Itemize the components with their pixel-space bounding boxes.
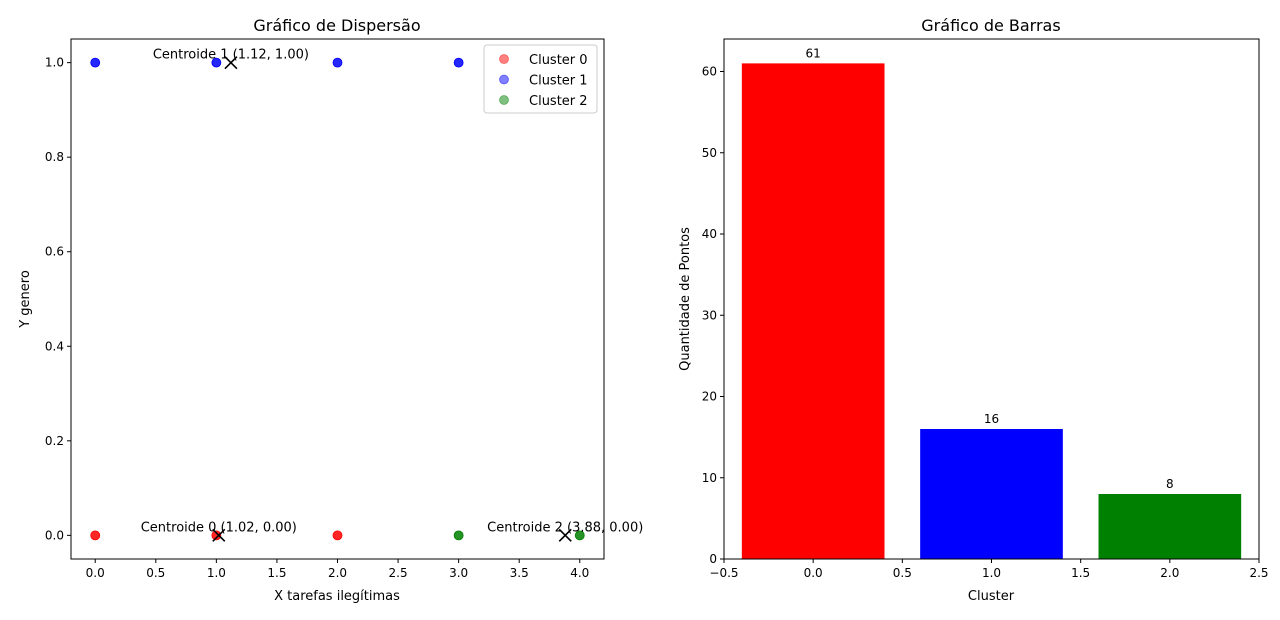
bar-x-tick-label: 0.5 (893, 566, 912, 580)
scatter-plot-frame (70, 38, 605, 560)
scatter-x-tick-label: 0.0 (86, 566, 105, 580)
scatter-x-tick-label: 3.0 (449, 566, 468, 580)
bar-y-label: Quantidade de Pontos (678, 227, 693, 371)
scatter-centroids: Centroide 0 (1.02, 0.00) Centroide 1 (1.1… (141, 48, 643, 542)
centroid-label: Centroide 1 (1.12, 1.00) (153, 48, 309, 63)
legend-marker (499, 74, 509, 85)
bar-x-label: Cluster (968, 589, 1015, 604)
scatter-y-tick-label: 0.6 (45, 245, 64, 259)
legend-label: Cluster 2 (529, 94, 588, 109)
scatter-y-tick-label: 1.0 (45, 56, 64, 70)
scatter-point (90, 57, 101, 68)
legend-frame (483, 44, 598, 114)
centroid-label: Centroide 2 (3.88, 0.00) (487, 520, 643, 535)
scatter-x-tick-label: 2.0 (328, 566, 347, 580)
bar-y-tick-label: 30 (702, 308, 717, 322)
scatter-point (574, 530, 585, 541)
bar-x-tick-label: 1.0 (982, 566, 1001, 580)
scatter-x-tick-label: 1.5 (267, 566, 286, 580)
scatter-y-ticks: 0.0 0.2 0.4 0.6 0.8 1.0 (45, 56, 71, 542)
bar-x-tick-label: −0.5 (709, 566, 738, 580)
bar-x-tick-label: 0.0 (804, 566, 823, 580)
scatter-point (211, 57, 222, 68)
scatter-legend: Cluster 0 Cluster 1 Cluster 2 (483, 44, 598, 114)
bar-y-tick-label: 50 (702, 146, 717, 160)
scatter-y-tick-label: 0.2 (45, 434, 64, 448)
bar-value-label: 61 (806, 46, 821, 60)
bar-y-ticks: 0 10 20 30 40 50 60 (702, 65, 724, 566)
scatter-point (332, 530, 343, 541)
bar-x-tick-label: 1.5 (1071, 566, 1090, 580)
scatter-points (90, 57, 585, 541)
scatter-point (211, 530, 222, 541)
scatter-point (453, 57, 464, 68)
legend-label: Cluster 1 (529, 74, 588, 89)
scatter-y-label: Y genero (18, 270, 33, 329)
bar-x-ticks: −0.5 0.0 0.5 1.0 1.5 2.0 2.5 (709, 559, 1269, 580)
bar-value-label: 8 (1166, 477, 1174, 491)
bar-y-tick-label: 40 (702, 227, 717, 241)
bar (1098, 494, 1242, 559)
scatter-point (90, 530, 101, 541)
bar-y-tick-label: 0 (709, 552, 717, 566)
bar-title: Gráfico de Barras (921, 16, 1060, 35)
scatter-y-tick-label: 0.0 (45, 528, 64, 542)
bar-y-tick-label: 60 (702, 65, 717, 79)
bar (920, 429, 1063, 559)
scatter-x-tick-label: 1.0 (207, 566, 226, 580)
bar (741, 63, 885, 559)
bar-value-label: 16 (984, 412, 999, 426)
centroid-marker (558, 528, 572, 542)
centroid-label: Centroide 0 (1.02, 0.00) (141, 520, 297, 535)
scatter-y-tick-label: 0.4 (45, 339, 64, 353)
scatter-point (453, 530, 464, 541)
bar-y-tick-label: 10 (702, 471, 717, 485)
bar-panel: Gráfico de Barras 61 16 8 −0.5 0.0 0.5 1.0 1.5… (678, 16, 1269, 604)
scatter-point (332, 57, 343, 68)
legend-marker (499, 54, 509, 64)
legend-label: Cluster 0 (529, 53, 588, 68)
bar-x-tick-label: 2.0 (1160, 566, 1179, 580)
centroid-marker (224, 56, 238, 70)
scatter-x-tick-label: 3.5 (510, 566, 529, 580)
scatter-x-tick-label: 4.0 (570, 566, 589, 580)
scatter-x-ticks: 0.0 0.5 1.0 1.5 2.0 2.5 3.0 3.5 4.0 (86, 559, 589, 580)
bar-bars: 61 16 8 (741, 46, 1242, 559)
scatter-x-label: X tarefas ilegítimas (274, 589, 400, 604)
scatter-panel: Gráfico de Dispersão 0.0 0.5 1.0 1.5 2.0 2.5 3… (18, 16, 643, 604)
scatter-x-tick-label: 2.5 (389, 566, 408, 580)
scatter-title: Gráfico de Dispersão (253, 16, 420, 35)
legend-marker (499, 95, 509, 105)
bar-y-tick-label: 20 (702, 390, 717, 404)
scatter-y-tick-label: 0.8 (45, 150, 64, 164)
centroid-marker (212, 528, 226, 542)
bar-x-tick-label: 2.5 (1249, 566, 1268, 580)
scatter-x-tick-label: 0.5 (146, 566, 165, 580)
